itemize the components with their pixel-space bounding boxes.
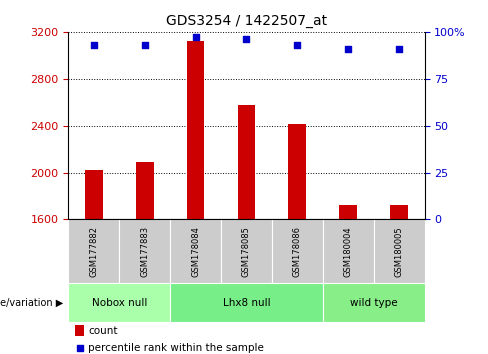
Text: GSM178084: GSM178084 bbox=[191, 226, 200, 277]
Point bbox=[192, 35, 200, 40]
Text: genotype/variation ▶: genotype/variation ▶ bbox=[0, 298, 63, 308]
Text: GSM180004: GSM180004 bbox=[344, 226, 353, 277]
Point bbox=[243, 36, 250, 42]
Text: GSM177882: GSM177882 bbox=[89, 226, 98, 277]
Text: GSM178085: GSM178085 bbox=[242, 226, 251, 277]
Text: GSM178086: GSM178086 bbox=[293, 226, 302, 277]
Bar bbox=[119, 219, 170, 283]
Bar bbox=[288, 125, 306, 219]
Text: percentile rank within the sample: percentile rank within the sample bbox=[88, 343, 264, 353]
Bar bbox=[339, 205, 357, 219]
Bar bbox=[272, 219, 323, 283]
Title: GDS3254 / 1422507_at: GDS3254 / 1422507_at bbox=[166, 14, 327, 28]
Point bbox=[141, 42, 148, 48]
Bar bbox=[390, 205, 408, 219]
Bar bbox=[323, 219, 374, 283]
Bar bbox=[68, 219, 119, 283]
Text: Lhx8 null: Lhx8 null bbox=[223, 298, 270, 308]
Bar bbox=[68, 283, 170, 322]
Point bbox=[76, 345, 84, 350]
Point bbox=[90, 42, 98, 48]
Bar bbox=[186, 41, 204, 219]
Text: wild type: wild type bbox=[350, 298, 398, 308]
Bar bbox=[76, 325, 84, 336]
Point bbox=[345, 46, 352, 52]
Bar bbox=[136, 162, 154, 219]
Text: GSM177883: GSM177883 bbox=[140, 226, 149, 277]
Text: Nobox null: Nobox null bbox=[92, 298, 147, 308]
Point bbox=[293, 42, 301, 48]
Point bbox=[395, 46, 403, 52]
Bar bbox=[221, 219, 272, 283]
Bar bbox=[170, 219, 221, 283]
Bar bbox=[323, 283, 425, 322]
Text: GSM180005: GSM180005 bbox=[395, 226, 404, 277]
Bar bbox=[374, 219, 425, 283]
Bar bbox=[238, 104, 255, 219]
Text: count: count bbox=[88, 326, 118, 336]
Bar bbox=[170, 283, 323, 322]
Bar bbox=[85, 170, 102, 219]
